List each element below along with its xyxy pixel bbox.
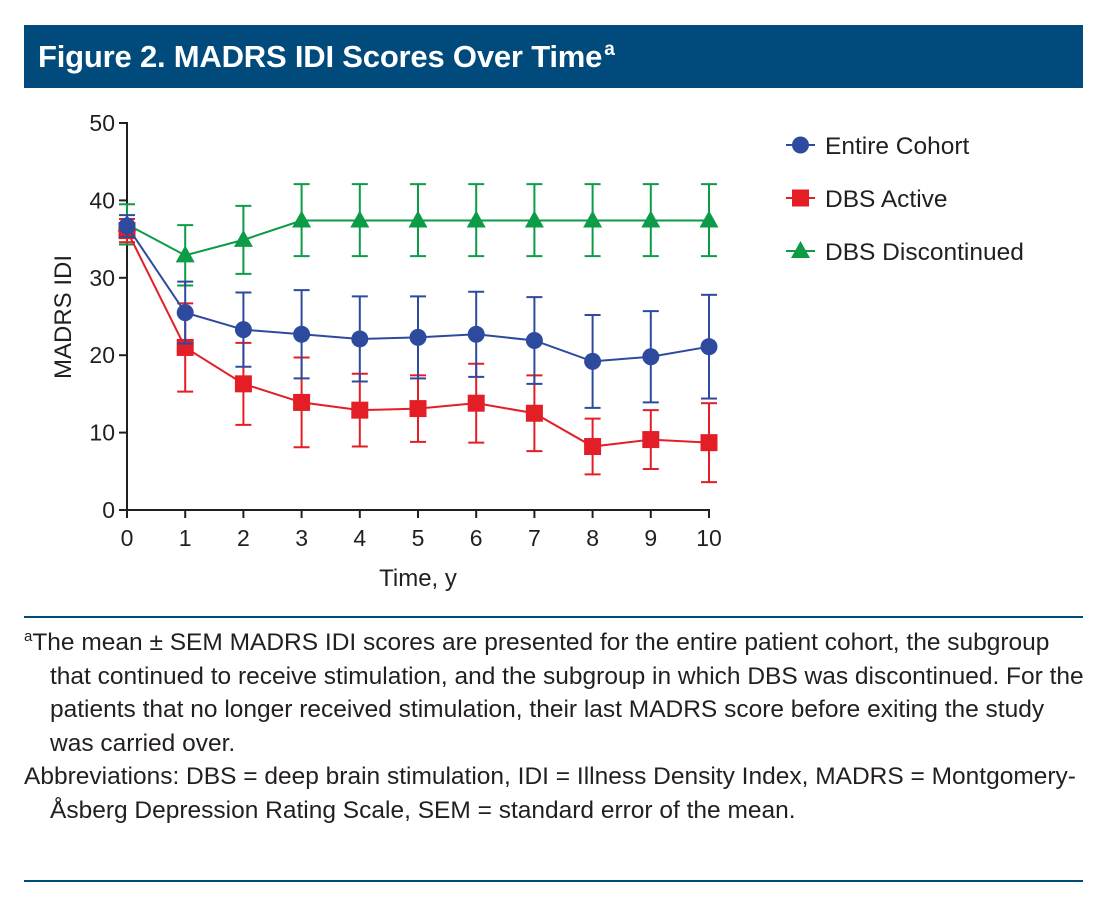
legend-marker: [791, 241, 810, 258]
data-point: [176, 304, 194, 322]
chart-axes: 0 10 20 30 40 50 0 1 2 3 4 5 6 7 8 9 10: [89, 110, 721, 551]
legend-marker: [792, 189, 809, 207]
data-point: [175, 245, 195, 263]
chart-legend: Entire Cohort DBS Active DBS Discontinued: [786, 133, 1024, 266]
data-point: [525, 331, 543, 349]
chart-svg: 0 10 20 30 40 50 0 1 2 3 4 5 6 7 8 9 10 Entire Cohort DBS…: [50, 110, 1024, 592]
x-tick-label: 7: [528, 525, 541, 551]
data-point: [524, 210, 544, 228]
x-tick-label: 5: [412, 525, 425, 551]
data-point: [584, 352, 602, 370]
footnote-description: aThe mean ± SEM MADRS IDI scores are pre…: [24, 626, 1084, 760]
x-tick-label: 10: [696, 525, 722, 551]
data-point: [466, 210, 486, 228]
data-point: [467, 394, 485, 412]
legend-label: Entire Cohort: [825, 133, 970, 160]
figure-title-bar: Figure 2. MADRS IDI Scores Over Time a: [24, 25, 1083, 88]
data-point: [409, 400, 427, 418]
data-point: [583, 210, 603, 228]
legend-marker: [792, 136, 809, 154]
data-point: [642, 431, 660, 449]
footnote-marker: a: [24, 627, 33, 645]
data-point: [350, 210, 370, 228]
y-tick-label: 40: [89, 187, 115, 213]
x-tick-label: 6: [470, 525, 483, 551]
data-point: [351, 401, 369, 419]
series-dbs-discontinued: [117, 183, 719, 287]
x-axis-title: Time, y: [379, 565, 457, 592]
footnote-abbreviations: Abbreviations: DBS = deep brain stimulat…: [24, 763, 1076, 824]
data-point: [118, 217, 136, 235]
series-entire-cohort: [118, 214, 718, 409]
y-tick-label: 20: [89, 342, 115, 368]
legend-label: DBS Discontinued: [825, 239, 1024, 266]
x-tick-label: 0: [121, 525, 134, 551]
y-tick-label: 10: [89, 420, 115, 446]
footnote-top-rule: [24, 616, 1083, 618]
y-tick-label: 0: [102, 497, 115, 523]
legend-item-dbs-active: DBS Active: [786, 186, 948, 213]
data-point: [293, 325, 311, 343]
data-point: [584, 438, 602, 456]
data-point: [234, 321, 252, 339]
data-point: [467, 325, 485, 343]
legend-label: DBS Active: [825, 186, 948, 213]
x-tick-label: 3: [295, 525, 308, 551]
data-point: [699, 210, 719, 228]
data-point: [292, 210, 312, 228]
y-axis-title: MADRS IDI: [50, 255, 77, 379]
legend-item-dbs-discontinued: DBS Discontinued: [786, 239, 1024, 266]
footnote: aThe mean ± SEM MADRS IDI scores are pre…: [24, 626, 1084, 827]
data-point: [642, 348, 660, 366]
data-point: [293, 393, 311, 411]
data-point: [700, 434, 718, 452]
footnote-text: The mean ± SEM MADRS IDI scores are pres…: [32, 629, 1084, 757]
x-tick-label: 1: [179, 525, 192, 551]
chart-series-layer: [117, 183, 719, 484]
x-tick-label: 8: [586, 525, 599, 551]
series-dbs-active: [118, 217, 718, 484]
data-point: [700, 338, 718, 356]
data-point: [641, 210, 661, 228]
figure-title-text: Figure 2. MADRS IDI Scores Over Time: [38, 38, 603, 74]
data-point: [409, 328, 427, 346]
x-tick-label: 9: [644, 525, 657, 551]
x-tick-label: 2: [237, 525, 250, 551]
footnote-bottom-rule: [24, 880, 1083, 882]
data-point: [525, 404, 543, 422]
figure-title-superscript: a: [604, 39, 615, 61]
y-tick-label: 50: [89, 110, 115, 136]
y-tick-label: 30: [89, 265, 115, 291]
x-tick-label: 4: [353, 525, 366, 551]
data-point: [234, 375, 252, 393]
data-point: [408, 210, 428, 228]
figure-title: Figure 2. MADRS IDI Scores Over Time a: [38, 39, 615, 75]
legend-item-entire-cohort: Entire Cohort: [786, 133, 970, 160]
data-point: [233, 229, 253, 247]
data-point: [351, 330, 369, 348]
